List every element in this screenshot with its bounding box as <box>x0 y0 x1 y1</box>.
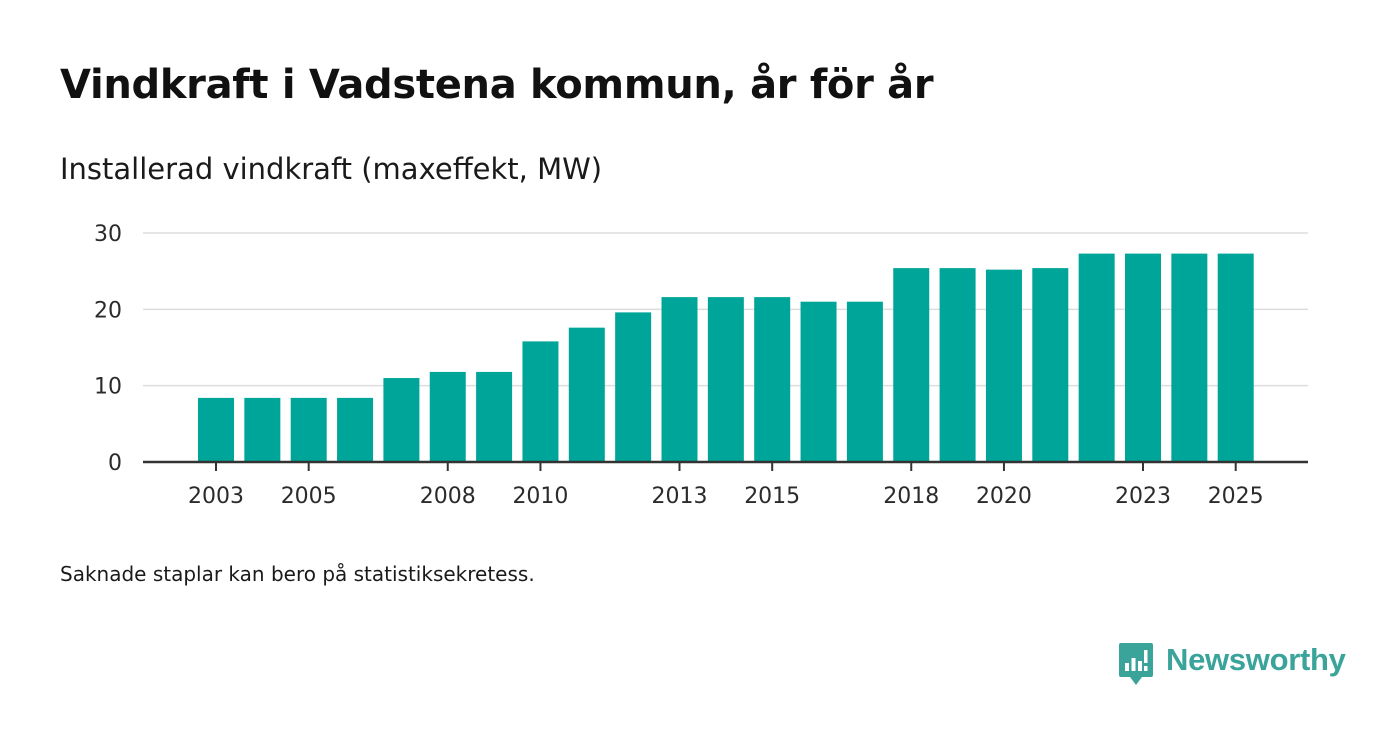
bars <box>198 253 1254 462</box>
bar-2024 <box>1171 253 1208 462</box>
bar-2025 <box>1217 253 1254 462</box>
bar-2009 <box>476 371 513 462</box>
y-tick-label: 10 <box>94 375 122 400</box>
chart-title: Vindkraft i Vadstena kommun, år för år <box>60 62 934 108</box>
y-tick-label: 20 <box>94 298 122 323</box>
bar-2014 <box>707 297 744 462</box>
bar-2003 <box>198 397 234 462</box>
x-tick-label: 2013 <box>652 484 708 509</box>
brand-logo[interactable]: Newsworthy <box>1118 642 1346 686</box>
x-tick-label: 2015 <box>744 484 800 509</box>
bar-2023 <box>1125 253 1161 462</box>
bar-2011 <box>568 327 605 462</box>
bar-2012 <box>615 312 652 462</box>
x-tick-label: 2005 <box>281 484 337 509</box>
x-tick-label: 2023 <box>1115 484 1171 509</box>
axes: 0 10 20 30 2003 2005 2008 2010 2013 2015 2018 2020 2… <box>94 222 1308 509</box>
bar-2019 <box>939 268 976 462</box>
y-tick-label: 30 <box>94 222 122 247</box>
bar-2018 <box>893 268 930 462</box>
y-tick-label: 0 <box>108 451 122 476</box>
brand-name: Newsworthy <box>1166 642 1346 677</box>
bar-2006 <box>337 397 374 462</box>
bar-2017 <box>846 301 883 462</box>
chart-subtitle: Installerad vindkraft (maxeffekt, MW) <box>60 152 603 186</box>
x-tick-label: 2008 <box>420 484 476 509</box>
newsworthy-logo-icon <box>1119 643 1153 685</box>
bar-2022 <box>1078 253 1115 462</box>
footnote: Saknade staplar kan bero på statistiksek… <box>60 562 535 586</box>
bar-2005 <box>290 397 327 462</box>
bar-2007 <box>383 378 420 462</box>
bar-2008 <box>429 371 466 462</box>
x-tick-label: 2020 <box>976 484 1032 509</box>
bar-2021 <box>1032 268 1069 462</box>
x-tick-label: 2018 <box>883 484 939 509</box>
bar-2013 <box>661 297 698 462</box>
bar-2016 <box>800 301 837 462</box>
bar-chart: 0 10 20 30 2003 2005 2008 2010 2013 2015 2018 2020 2… <box>94 222 1308 509</box>
x-tick-label: 2010 <box>512 484 568 509</box>
x-tick-label: 2025 <box>1208 484 1264 509</box>
bar-2020 <box>985 269 1022 462</box>
bar-2010 <box>522 341 559 462</box>
bar-2004 <box>244 397 281 462</box>
bar-2015 <box>754 297 791 462</box>
x-tick-label: 2003 <box>188 484 244 509</box>
